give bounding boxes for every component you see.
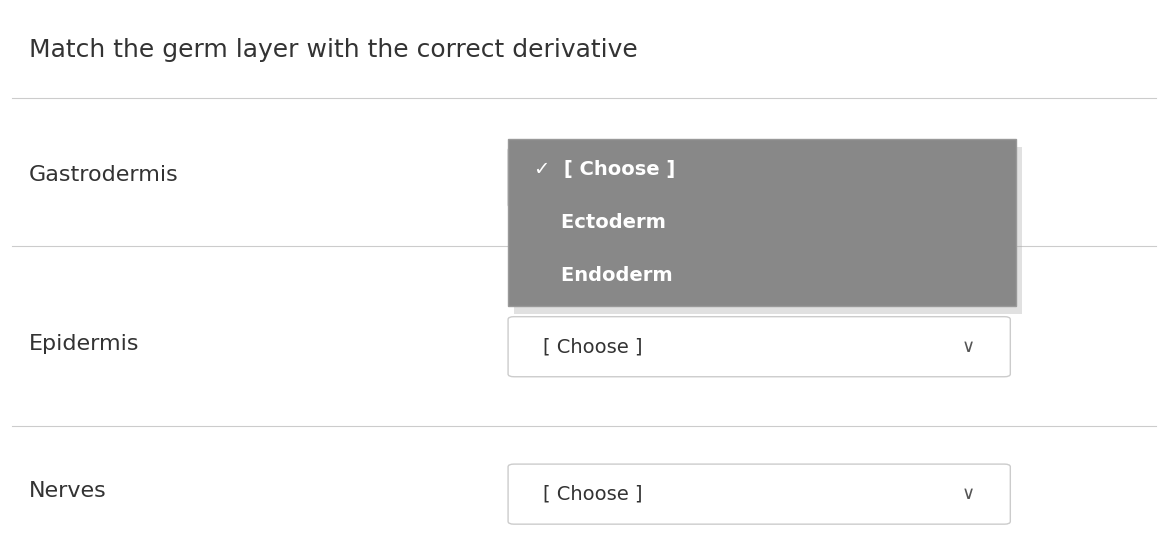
Text: ∨: ∨ <box>962 485 975 503</box>
Text: Endoderm: Endoderm <box>534 266 673 285</box>
FancyBboxPatch shape <box>508 147 1010 207</box>
FancyBboxPatch shape <box>508 139 1016 306</box>
Text: Gastrodermis: Gastrodermis <box>29 165 179 185</box>
Text: Nerves: Nerves <box>29 482 107 501</box>
Text: ∨: ∨ <box>962 338 975 355</box>
Text: Epidermis: Epidermis <box>29 334 140 354</box>
Text: [ Choose ]: [ Choose ] <box>543 485 642 503</box>
FancyBboxPatch shape <box>514 147 1022 314</box>
Text: [ Choose ]: [ Choose ] <box>543 337 642 356</box>
Text: ✓  [ Choose ]: ✓ [ Choose ] <box>534 160 675 179</box>
FancyBboxPatch shape <box>508 317 1010 377</box>
FancyBboxPatch shape <box>508 464 1010 524</box>
Text: ∨: ∨ <box>962 169 975 186</box>
Text: Ectoderm: Ectoderm <box>534 213 666 232</box>
Text: ∨: ∨ <box>962 169 975 186</box>
Text: Match the germ layer with the correct derivative: Match the germ layer with the correct de… <box>29 38 638 62</box>
